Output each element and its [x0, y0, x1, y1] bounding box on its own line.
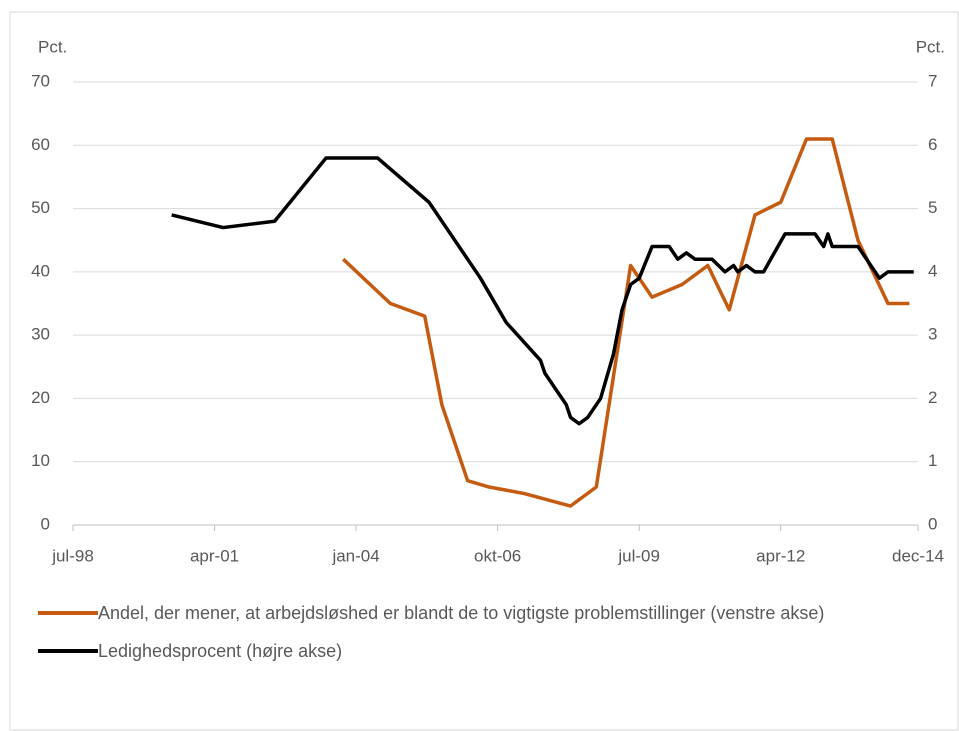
y-tick-label: 70 — [31, 71, 50, 90]
y-tick-label: 50 — [31, 198, 50, 217]
legend-label: Ledighedsprocent (højre akse) — [98, 641, 343, 661]
x-tick-label: jul-09 — [617, 546, 660, 565]
line-series — [342, 137, 910, 508]
legend-label: Andel, der mener, at arbejdsløshed er bl… — [98, 603, 825, 623]
x-tick-label: jul-98 — [51, 546, 94, 565]
y2-axis-label: Pct. — [916, 37, 945, 56]
y2-tick-label: 1 — [928, 451, 937, 470]
legend: Andel, der mener, at arbejdsløshed er bl… — [38, 600, 943, 676]
y2-tick-label: 4 — [928, 261, 937, 280]
y-tick-label: 60 — [31, 135, 50, 154]
y2-tick-label: 7 — [928, 71, 937, 90]
y-tick-label: 20 — [31, 388, 50, 407]
y-tick-label: 30 — [31, 325, 50, 344]
line-series — [171, 156, 914, 426]
x-tick-label: dec-14 — [892, 546, 944, 565]
y2-tick-label: 0 — [928, 514, 937, 533]
legend-swatch — [38, 611, 98, 615]
x-tick-label: apr-01 — [190, 546, 239, 565]
x-tick-label: jan-04 — [331, 546, 379, 565]
y-tick-label: 0 — [41, 514, 50, 533]
legend-swatch — [38, 649, 98, 653]
x-tick-label: okt-06 — [474, 546, 521, 565]
chart-border — [9, 11, 959, 731]
y-axis-label: Pct. — [38, 37, 67, 56]
x-tick-label: apr-12 — [756, 546, 805, 565]
y2-tick-label: 5 — [928, 198, 937, 217]
legend-item: Ledighedsprocent (højre akse) — [38, 638, 943, 664]
y-tick-label: 40 — [31, 261, 50, 280]
y2-tick-label: 3 — [928, 325, 937, 344]
y-tick-label: 10 — [31, 451, 50, 470]
y2-tick-label: 6 — [928, 135, 937, 154]
y2-tick-label: 2 — [928, 388, 937, 407]
legend-item: Andel, der mener, at arbejdsløshed er bl… — [38, 600, 943, 626]
